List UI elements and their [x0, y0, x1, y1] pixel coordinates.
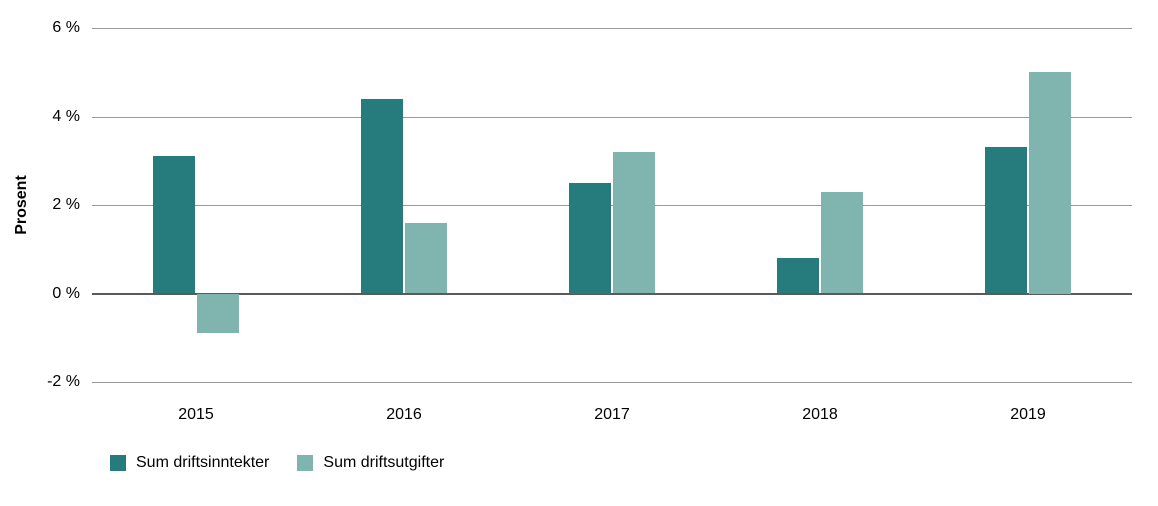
- bar: [405, 223, 447, 294]
- legend-label: Sum driftsinntekter: [136, 454, 269, 472]
- y-axis-label: Prosent: [13, 175, 31, 235]
- bar: [569, 183, 611, 294]
- bar: [197, 294, 239, 334]
- plot-area: -2 %0 %2 %4 %6 %20152016201720182019: [92, 28, 1132, 382]
- legend-swatch: [110, 455, 126, 471]
- bar: [361, 99, 403, 294]
- y-tick-label: 0 %: [52, 285, 92, 303]
- legend-swatch: [297, 455, 313, 471]
- bar: [153, 156, 195, 293]
- chart-container: Prosent -2 %0 %2 %4 %6 %2015201620172018…: [0, 0, 1158, 506]
- zero-line: [92, 293, 1132, 295]
- bar: [613, 152, 655, 294]
- gridline: [92, 28, 1132, 29]
- gridline: [92, 117, 1132, 118]
- legend-item: Sum driftsutgifter: [297, 454, 444, 472]
- bar: [1029, 72, 1071, 293]
- y-tick-label: -2 %: [47, 373, 92, 391]
- legend-item: Sum driftsinntekter: [110, 454, 269, 472]
- bar: [821, 192, 863, 294]
- bar: [777, 258, 819, 293]
- gridline: [92, 382, 1132, 383]
- x-tick-label: 2015: [178, 406, 214, 424]
- y-tick-label: 4 %: [52, 108, 92, 126]
- y-tick-label: 6 %: [52, 19, 92, 37]
- bar: [985, 147, 1027, 293]
- legend-label: Sum driftsutgifter: [323, 454, 444, 472]
- gridline: [92, 205, 1132, 206]
- y-tick-label: 2 %: [52, 196, 92, 214]
- x-tick-label: 2017: [594, 406, 630, 424]
- x-tick-label: 2018: [802, 406, 838, 424]
- x-tick-label: 2016: [386, 406, 422, 424]
- x-tick-label: 2019: [1010, 406, 1046, 424]
- legend: Sum driftsinntekter Sum driftsutgifter: [110, 454, 444, 472]
